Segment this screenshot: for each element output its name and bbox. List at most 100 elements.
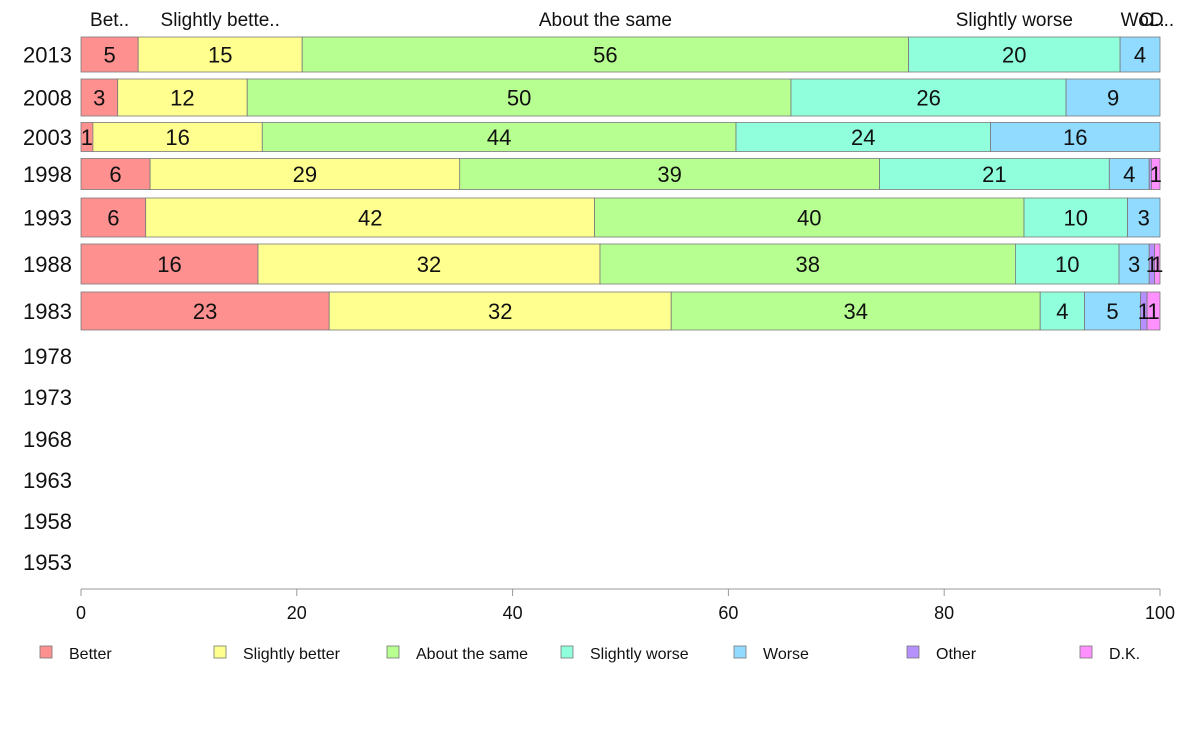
data-label-1983-slightly-better: 32 xyxy=(488,299,512,324)
bar-2003-slightly-better xyxy=(92,122,263,152)
year-label-1963: 1963 xyxy=(23,468,72,493)
year-label-1983: 1983 xyxy=(23,299,72,324)
data-label-2003-slightly-better: 16 xyxy=(165,125,189,150)
year-label-1968: 1968 xyxy=(23,427,72,452)
legend-label-about-the-same: About the same xyxy=(416,646,528,663)
year-label-1953: 1953 xyxy=(23,550,72,575)
top-label-better: Bet.. xyxy=(90,10,129,31)
legend-swatch-other xyxy=(906,645,920,659)
data-label-1988-worse: 3 xyxy=(1128,252,1140,277)
legend-swatch-slightly-worse xyxy=(560,645,574,659)
bar-1998-slightly-better xyxy=(149,158,461,190)
data-label-1988-slightly-better: 32 xyxy=(417,252,441,277)
data-label-2003-about-the-same: 44 xyxy=(487,125,511,150)
bar-1983-d-k xyxy=(1146,291,1161,331)
bar-1988-d-k xyxy=(1154,243,1161,285)
legend-label-d-k: D.K. xyxy=(1109,646,1140,663)
legend-swatch-slightly-better xyxy=(213,645,227,659)
bars xyxy=(80,36,1161,331)
legend-label-better: Better xyxy=(69,646,112,663)
bar-1988-slightly-better xyxy=(257,243,601,285)
bar-2013-slightly-worse xyxy=(908,36,1121,73)
bar-1993-better xyxy=(80,197,147,238)
legend-swatch-about-the-same xyxy=(386,645,400,659)
data-label-1988-slightly-worse: 10 xyxy=(1055,252,1079,277)
data-label-1983-about-the-same: 34 xyxy=(843,299,867,324)
data-label-2008-worse: 9 xyxy=(1107,86,1119,111)
bar-1998-slightly-worse xyxy=(879,158,1110,190)
data-label-1988-better: 16 xyxy=(157,252,181,277)
data-label-2008-better: 3 xyxy=(93,86,105,111)
data-label-1993-worse: 3 xyxy=(1138,206,1150,231)
data-label-2003-slightly-worse: 24 xyxy=(851,125,875,150)
bar-2013-worse xyxy=(1119,36,1161,73)
bar-1988-worse xyxy=(1118,243,1150,285)
bar-2008-slightly-worse xyxy=(790,78,1067,117)
data-label-1993-about-the-same: 40 xyxy=(797,206,821,231)
bar-1988-better xyxy=(80,243,259,285)
legend-swatch-d-k xyxy=(1079,645,1093,659)
bar-2003-worse xyxy=(990,122,1161,152)
data-label-1983-slightly-worse: 4 xyxy=(1056,299,1068,324)
data-label-1988-d-k: 1 xyxy=(1151,252,1163,277)
data-label-2008-slightly-better: 12 xyxy=(170,86,194,111)
year-label-1998: 1998 xyxy=(23,162,72,187)
bar-1983-slightly-worse xyxy=(1039,291,1085,331)
bar-1993-about-the-same xyxy=(594,197,1025,238)
legend-label-other: Other xyxy=(936,646,977,663)
top-label-other: O.. xyxy=(1139,10,1164,31)
data-label-2003-better: 1 xyxy=(81,125,93,150)
data-label-1993-slightly-better: 42 xyxy=(358,206,382,231)
legend: Better Slightly better About the same Sligh… xyxy=(39,645,1140,663)
top-label-about-the-same: About the same xyxy=(539,10,672,31)
bar-2008-worse xyxy=(1065,78,1161,117)
bar-2003-slightly-worse xyxy=(735,122,992,152)
bar-2008-better xyxy=(80,78,119,117)
legend-swatch-worse xyxy=(733,645,747,659)
bar-1983-slightly-better xyxy=(328,291,672,331)
data-label-1983-worse: 5 xyxy=(1106,299,1118,324)
bar-1998-better xyxy=(80,158,151,190)
year-label-2003: 2003 xyxy=(23,125,72,150)
data-label-2013-slightly-better: 15 xyxy=(208,43,232,68)
year-label-1988: 1988 xyxy=(23,252,72,277)
data-label-2013-better: 5 xyxy=(103,43,115,68)
year-label-1993: 1993 xyxy=(23,206,72,231)
data-label-1983-other: 1 xyxy=(1138,299,1150,324)
data-label-2008-slightly-worse: 26 xyxy=(916,86,940,111)
x-tick-label-0: 0 xyxy=(76,603,86,623)
bar-1993-worse xyxy=(1127,197,1161,238)
year-label-2008: 2008 xyxy=(23,86,72,111)
x-tick-label-20: 20 xyxy=(287,603,307,623)
top-label-slightly-better: Slightly bette.. xyxy=(161,10,280,31)
bar-1988-slightly-worse xyxy=(1015,243,1120,285)
x-tick-label-80: 80 xyxy=(934,603,954,623)
data-label-1998-about-the-same: 39 xyxy=(657,162,681,187)
bar-2008-about-the-same xyxy=(246,78,792,117)
year-label-1978: 1978 xyxy=(23,344,72,369)
data-label-1993-slightly-worse: 10 xyxy=(1064,206,1088,231)
legend-label-slightly-better: Slightly better xyxy=(243,646,341,663)
year-axis-labels: 2013 2008 2003 1998 1993 1988 1983 1978 1973 1968… xyxy=(23,43,72,576)
data-label-1998-worse: 4 xyxy=(1123,162,1135,187)
x-tick-label-100: 100 xyxy=(1145,603,1175,623)
top-category-labels: Bet.. Slightly bette.. About the same Sligh… xyxy=(90,10,1174,31)
bar-1998-worse xyxy=(1108,158,1150,190)
x-tick-label-60: 60 xyxy=(718,603,738,623)
segment-labels: 5 15 56 20 43 12 50 26 91 16 44 24 166 29 39 21 4 16 42 40 1… xyxy=(81,43,1164,325)
bar-1998-about-the-same xyxy=(459,158,880,190)
top-label-slightly-worse: Slightly worse xyxy=(956,10,1073,31)
data-label-2008-about-the-same: 50 xyxy=(507,86,531,111)
bar-1998-d-k xyxy=(1151,158,1161,190)
data-label-1983-d-k: 1 xyxy=(1147,299,1159,324)
data-label-2003-worse: 16 xyxy=(1063,125,1087,150)
bar-1988-about-the-same xyxy=(599,243,1016,285)
data-label-1988-other: 1 xyxy=(1146,252,1158,277)
data-label-1998-d-k: 1 xyxy=(1150,162,1162,187)
legend-label-slightly-worse: Slightly worse xyxy=(590,646,689,663)
data-label-1998-better: 6 xyxy=(109,162,121,187)
bar-2008-slightly-better xyxy=(117,78,248,117)
top-label-worse: Wo.. xyxy=(1121,10,1160,31)
data-label-1993-better: 6 xyxy=(107,206,119,231)
data-label-1988-about-the-same: 38 xyxy=(795,252,819,277)
